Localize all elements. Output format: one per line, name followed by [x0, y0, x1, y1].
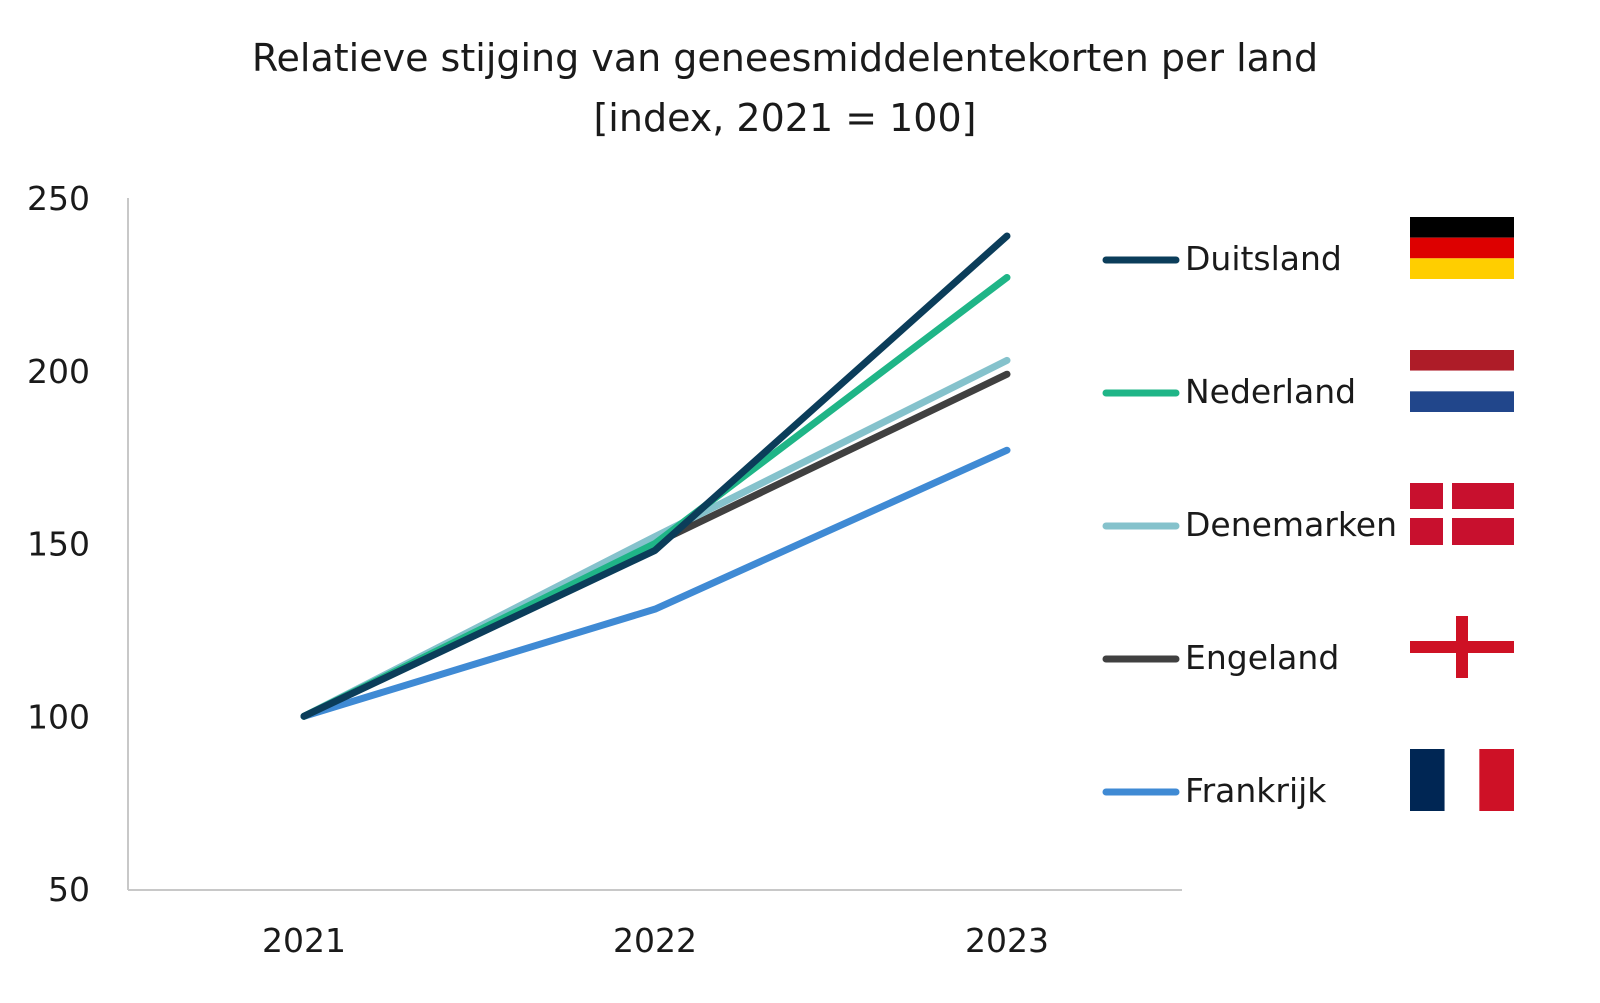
netherlands-flag-icon: [1410, 350, 1514, 412]
legend-label: Denemarken: [1185, 505, 1397, 544]
chart-title: Relatieve stijging van geneesmiddelentek…: [251, 36, 1319, 80]
france-flag-icon: [1410, 749, 1514, 811]
england-flag-icon: [1410, 616, 1514, 678]
legend-item-denemarken: Denemarken: [1102, 483, 1514, 545]
legend-label: Duitsland: [1185, 239, 1342, 278]
x-tick-label: 2021: [262, 921, 346, 960]
series-line-duitsland: [300, 232, 1011, 720]
legend-label: Engeland: [1185, 638, 1339, 677]
y-tick-label: 150: [27, 525, 90, 564]
y-tick-label: 100: [27, 697, 90, 736]
series-line-frankrijk: [300, 446, 1011, 720]
chart-subtitle: [index, 2021 = 100]: [593, 96, 977, 140]
legend-item-nederland: Nederland: [1102, 350, 1514, 412]
legend-item-duitsland: Duitsland: [1102, 217, 1514, 279]
y-tick-label: 250: [27, 179, 90, 218]
legend-label: Nederland: [1185, 372, 1356, 411]
germany-flag-icon: [1410, 217, 1514, 279]
legend-label: Frankrijk: [1185, 771, 1327, 810]
legend-item-frankrijk: Frankrijk: [1102, 749, 1514, 811]
x-tick-label: 2022: [613, 921, 697, 960]
denmark-flag-icon: [1410, 483, 1514, 545]
y-tick-label: 200: [27, 352, 90, 391]
legend-item-engeland: Engeland: [1102, 616, 1514, 678]
y-tick-label: 50: [48, 870, 90, 909]
x-tick-label: 2023: [965, 921, 1049, 960]
